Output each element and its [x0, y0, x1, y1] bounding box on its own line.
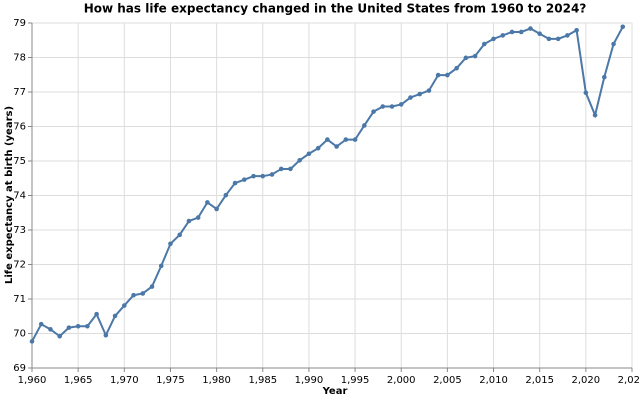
point: [260, 173, 266, 179]
x-tick-label: 2,000: [387, 375, 416, 386]
point: [223, 192, 229, 198]
y-tick-label: 76: [13, 122, 26, 133]
point: [325, 137, 330, 142]
x-tick-label: 1,975: [156, 375, 185, 386]
point: [583, 90, 589, 95]
point: [343, 137, 349, 142]
y-tick-label: 78: [13, 53, 26, 64]
x-tick-label: 2,020: [572, 375, 601, 386]
y-tick-label: 75: [13, 156, 26, 167]
x-tick-label: 2,015: [525, 375, 554, 386]
point: [85, 323, 90, 329]
point: [482, 41, 487, 47]
point: [214, 206, 219, 212]
point: [380, 104, 386, 109]
x-tick-label: 2,005: [433, 375, 462, 386]
x-tick-label: 1,960: [18, 375, 47, 386]
point: [426, 88, 432, 93]
point: [140, 291, 146, 296]
point: [518, 29, 524, 35]
point: [149, 284, 155, 289]
y-tick-label: 69: [13, 363, 26, 374]
point: [131, 292, 136, 298]
point: [352, 137, 358, 142]
point: [269, 172, 275, 177]
point: [408, 95, 413, 100]
x-tick-label: 1,995: [341, 375, 370, 386]
x-tick-label: 2,025: [618, 375, 640, 386]
point: [334, 144, 339, 149]
point: [288, 166, 293, 172]
point: [177, 232, 182, 238]
point: [75, 323, 81, 329]
point: [38, 321, 44, 327]
point: [611, 41, 616, 47]
y-tick-label: 72: [13, 260, 26, 271]
point: [445, 72, 450, 78]
point: [620, 24, 626, 30]
point: [435, 72, 441, 78]
point: [491, 36, 496, 42]
point: [500, 33, 506, 38]
line: [31, 26, 624, 342]
x-tick-label: 2,010: [479, 375, 508, 386]
y-tick-label: 77: [13, 87, 26, 98]
point: [398, 102, 404, 107]
point: [362, 123, 367, 128]
chart-title: How has life expectancy changed in the U…: [84, 2, 587, 16]
point: [251, 173, 256, 179]
point: [232, 180, 238, 186]
x-tick-label: 1,970: [110, 375, 139, 386]
point: [454, 65, 459, 71]
point: [371, 109, 376, 114]
x-tick-label: 1,985: [248, 375, 277, 386]
point: [463, 55, 469, 61]
point: [48, 327, 53, 332]
point: [94, 311, 99, 317]
point: [315, 145, 321, 151]
y-tick-label: 71: [13, 294, 26, 305]
y-tick-label: 79: [13, 18, 26, 29]
point: [195, 215, 201, 220]
x-tick-label: 1,965: [64, 375, 93, 386]
point: [112, 313, 118, 319]
point: [306, 151, 312, 157]
x-tick-label: 1,990: [295, 375, 324, 386]
point: [509, 29, 515, 35]
point: [103, 332, 109, 338]
point: [57, 333, 62, 339]
x-tick-label: 1,980: [202, 375, 231, 386]
point: [472, 53, 478, 59]
point: [278, 166, 284, 172]
point: [158, 263, 164, 269]
y-tick-label: 73: [13, 225, 26, 236]
point: [205, 200, 210, 205]
point: [389, 104, 395, 109]
point: [555, 36, 561, 42]
y-tick-label: 74: [13, 191, 26, 202]
x-axis-title: Year: [322, 386, 348, 397]
point: [546, 36, 552, 42]
y-axis-title: Life expectancy at birth (years): [4, 106, 15, 284]
point: [122, 303, 127, 308]
point: [242, 177, 247, 182]
point: [528, 26, 533, 31]
point: [574, 27, 579, 33]
point: [168, 241, 173, 247]
point: [565, 33, 570, 38]
point: [186, 218, 192, 224]
point: [602, 74, 607, 80]
point: [66, 325, 72, 330]
point: [417, 91, 422, 97]
point: [29, 339, 35, 344]
y-tick-label: 70: [13, 329, 26, 340]
point: [297, 158, 302, 163]
point: [537, 31, 542, 36]
point: [592, 112, 598, 118]
